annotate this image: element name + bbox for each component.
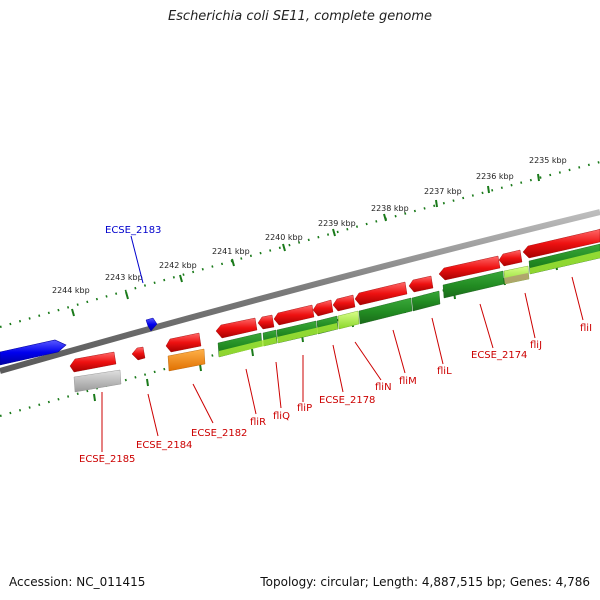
scale-label: 2243 kbp <box>105 273 143 282</box>
gene-flip[interactable] <box>273 304 315 326</box>
outer-scale-track <box>0 160 600 329</box>
feature-band-light <box>219 337 277 357</box>
feature-track <box>73 243 600 393</box>
gene-ecse-2178[interactable] <box>312 299 334 317</box>
gene-ecse-2185[interactable] <box>69 351 117 373</box>
label-leader-ecse-2183 <box>130 235 144 284</box>
gene-fliq[interactable] <box>257 314 275 330</box>
gene-label-flin: fliN <box>375 382 392 393</box>
gene-label-fliq: fliQ <box>273 411 290 422</box>
gene-forward-arrow[interactable] <box>0 339 67 366</box>
gene-flil[interactable] <box>408 275 434 293</box>
gene-label-ecse-2185: ECSE_2185 <box>79 454 135 465</box>
gene-label-ecse-2184: ECSE_2184 <box>136 440 192 451</box>
feature-flin-cds[interactable] <box>337 310 360 330</box>
scale-label: 2239 kbp <box>318 219 356 228</box>
topology-text: Topology: circular; Length: 4,887,515 bp… <box>260 575 590 589</box>
reverse-genes <box>69 228 600 373</box>
gene-flin[interactable] <box>332 294 356 312</box>
scale-label: 2238 kbp <box>371 204 409 213</box>
gene-ecse-2182[interactable] <box>165 332 202 353</box>
gene-label-ecse-2174: ECSE_2174 <box>471 350 527 361</box>
gene-label-flil: fliL <box>437 366 452 377</box>
feature-flil-cds[interactable] <box>411 290 441 312</box>
map-title: Escherichia coli SE11, complete genome <box>167 9 433 24</box>
gene-label-ecse-2183: ECSE_2183 <box>105 225 161 236</box>
gene-flim[interactable] <box>354 281 408 306</box>
gene-label-flir: fliR <box>250 417 266 428</box>
gene-label-ecse-2182: ECSE_2182 <box>191 428 247 439</box>
scale-label: 2236 kbp <box>476 172 514 181</box>
gene-label-flim: fliM <box>399 376 417 387</box>
feature-ecse-2174-cds[interactable] <box>442 270 505 299</box>
feature-ecse-2185[interactable] <box>73 369 122 393</box>
outer-scale-major-ticks <box>71 173 540 317</box>
gene-ecse-2183[interactable] <box>145 317 158 332</box>
scale-label: 2237 kbp <box>424 187 462 196</box>
gene-ecse-2184[interactable] <box>131 346 146 361</box>
gene-label-ecse-2178: ECSE_2178 <box>319 395 375 406</box>
scale-label: 2240 kbp <box>265 233 303 242</box>
scale-label: 2235 kbp <box>529 156 567 165</box>
gene-label-flii: fliI <box>580 323 592 334</box>
accession-text: Accession: NC_011415 <box>9 575 146 589</box>
feature-flim-cds[interactable] <box>358 297 413 325</box>
gene-label-flip: fliP <box>297 403 312 414</box>
gene-flij[interactable] <box>498 249 523 267</box>
feature-band-light <box>530 251 600 274</box>
label-leaders <box>101 276 584 452</box>
scale-label: 2242 kbp <box>159 261 197 270</box>
scale-label: 2241 kbp <box>212 247 250 256</box>
feature-band-light <box>504 273 529 284</box>
genome-backbone <box>0 209 600 374</box>
gene-flii[interactable] <box>522 228 600 259</box>
gene-flir[interactable] <box>215 317 258 339</box>
feature-ecse-2182[interactable] <box>167 348 206 372</box>
gene-ecse-2174[interactable] <box>438 255 501 281</box>
scale-label: 2244 kbp <box>52 286 90 295</box>
feature-band-light <box>277 323 338 343</box>
gene-label-flij: fliJ <box>530 340 542 351</box>
